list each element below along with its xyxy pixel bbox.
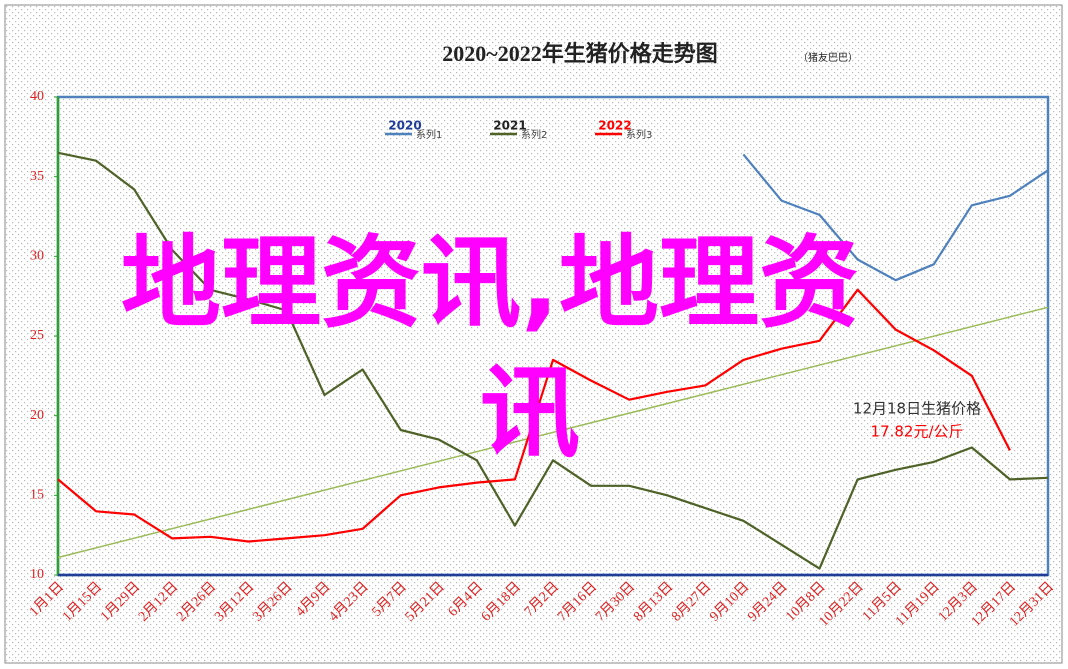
series-line bbox=[57, 288, 1011, 543]
y-tick-label: 40 bbox=[30, 89, 44, 104]
y-tick-label: 10 bbox=[30, 567, 44, 582]
series-line bbox=[742, 153, 1049, 282]
y-tick-label: 15 bbox=[30, 488, 44, 503]
chart-frame bbox=[4, 4, 1063, 664]
watermark: 地理资讯,地理资 bbox=[121, 224, 859, 341]
legend-entry: 系列2 bbox=[521, 128, 547, 141]
y-tick-label: 25 bbox=[30, 328, 44, 343]
chart-subtitle: （猪友巴巴） bbox=[798, 51, 858, 64]
chart-title: 2020~2022年生猪价格走势图 bbox=[442, 41, 717, 66]
y-tick-label: 35 bbox=[30, 169, 44, 184]
y-tick-label: 20 bbox=[30, 408, 44, 423]
legend-entry: 系列1 bbox=[416, 128, 442, 141]
watermark: 讯 bbox=[480, 354, 580, 471]
annotation-value: 17.82元/公斤 bbox=[871, 423, 964, 441]
legend-entry: 系列3 bbox=[626, 128, 652, 141]
trendline bbox=[57, 306, 1049, 559]
legend-label: 2022 bbox=[598, 119, 631, 133]
y-tick-label: 30 bbox=[30, 249, 44, 264]
annotation-title: 12月18日生猪价格 bbox=[853, 400, 981, 418]
series-line bbox=[57, 151, 1049, 570]
legend-label: 2020 bbox=[388, 119, 421, 133]
legend-label: 2021 bbox=[493, 119, 526, 133]
